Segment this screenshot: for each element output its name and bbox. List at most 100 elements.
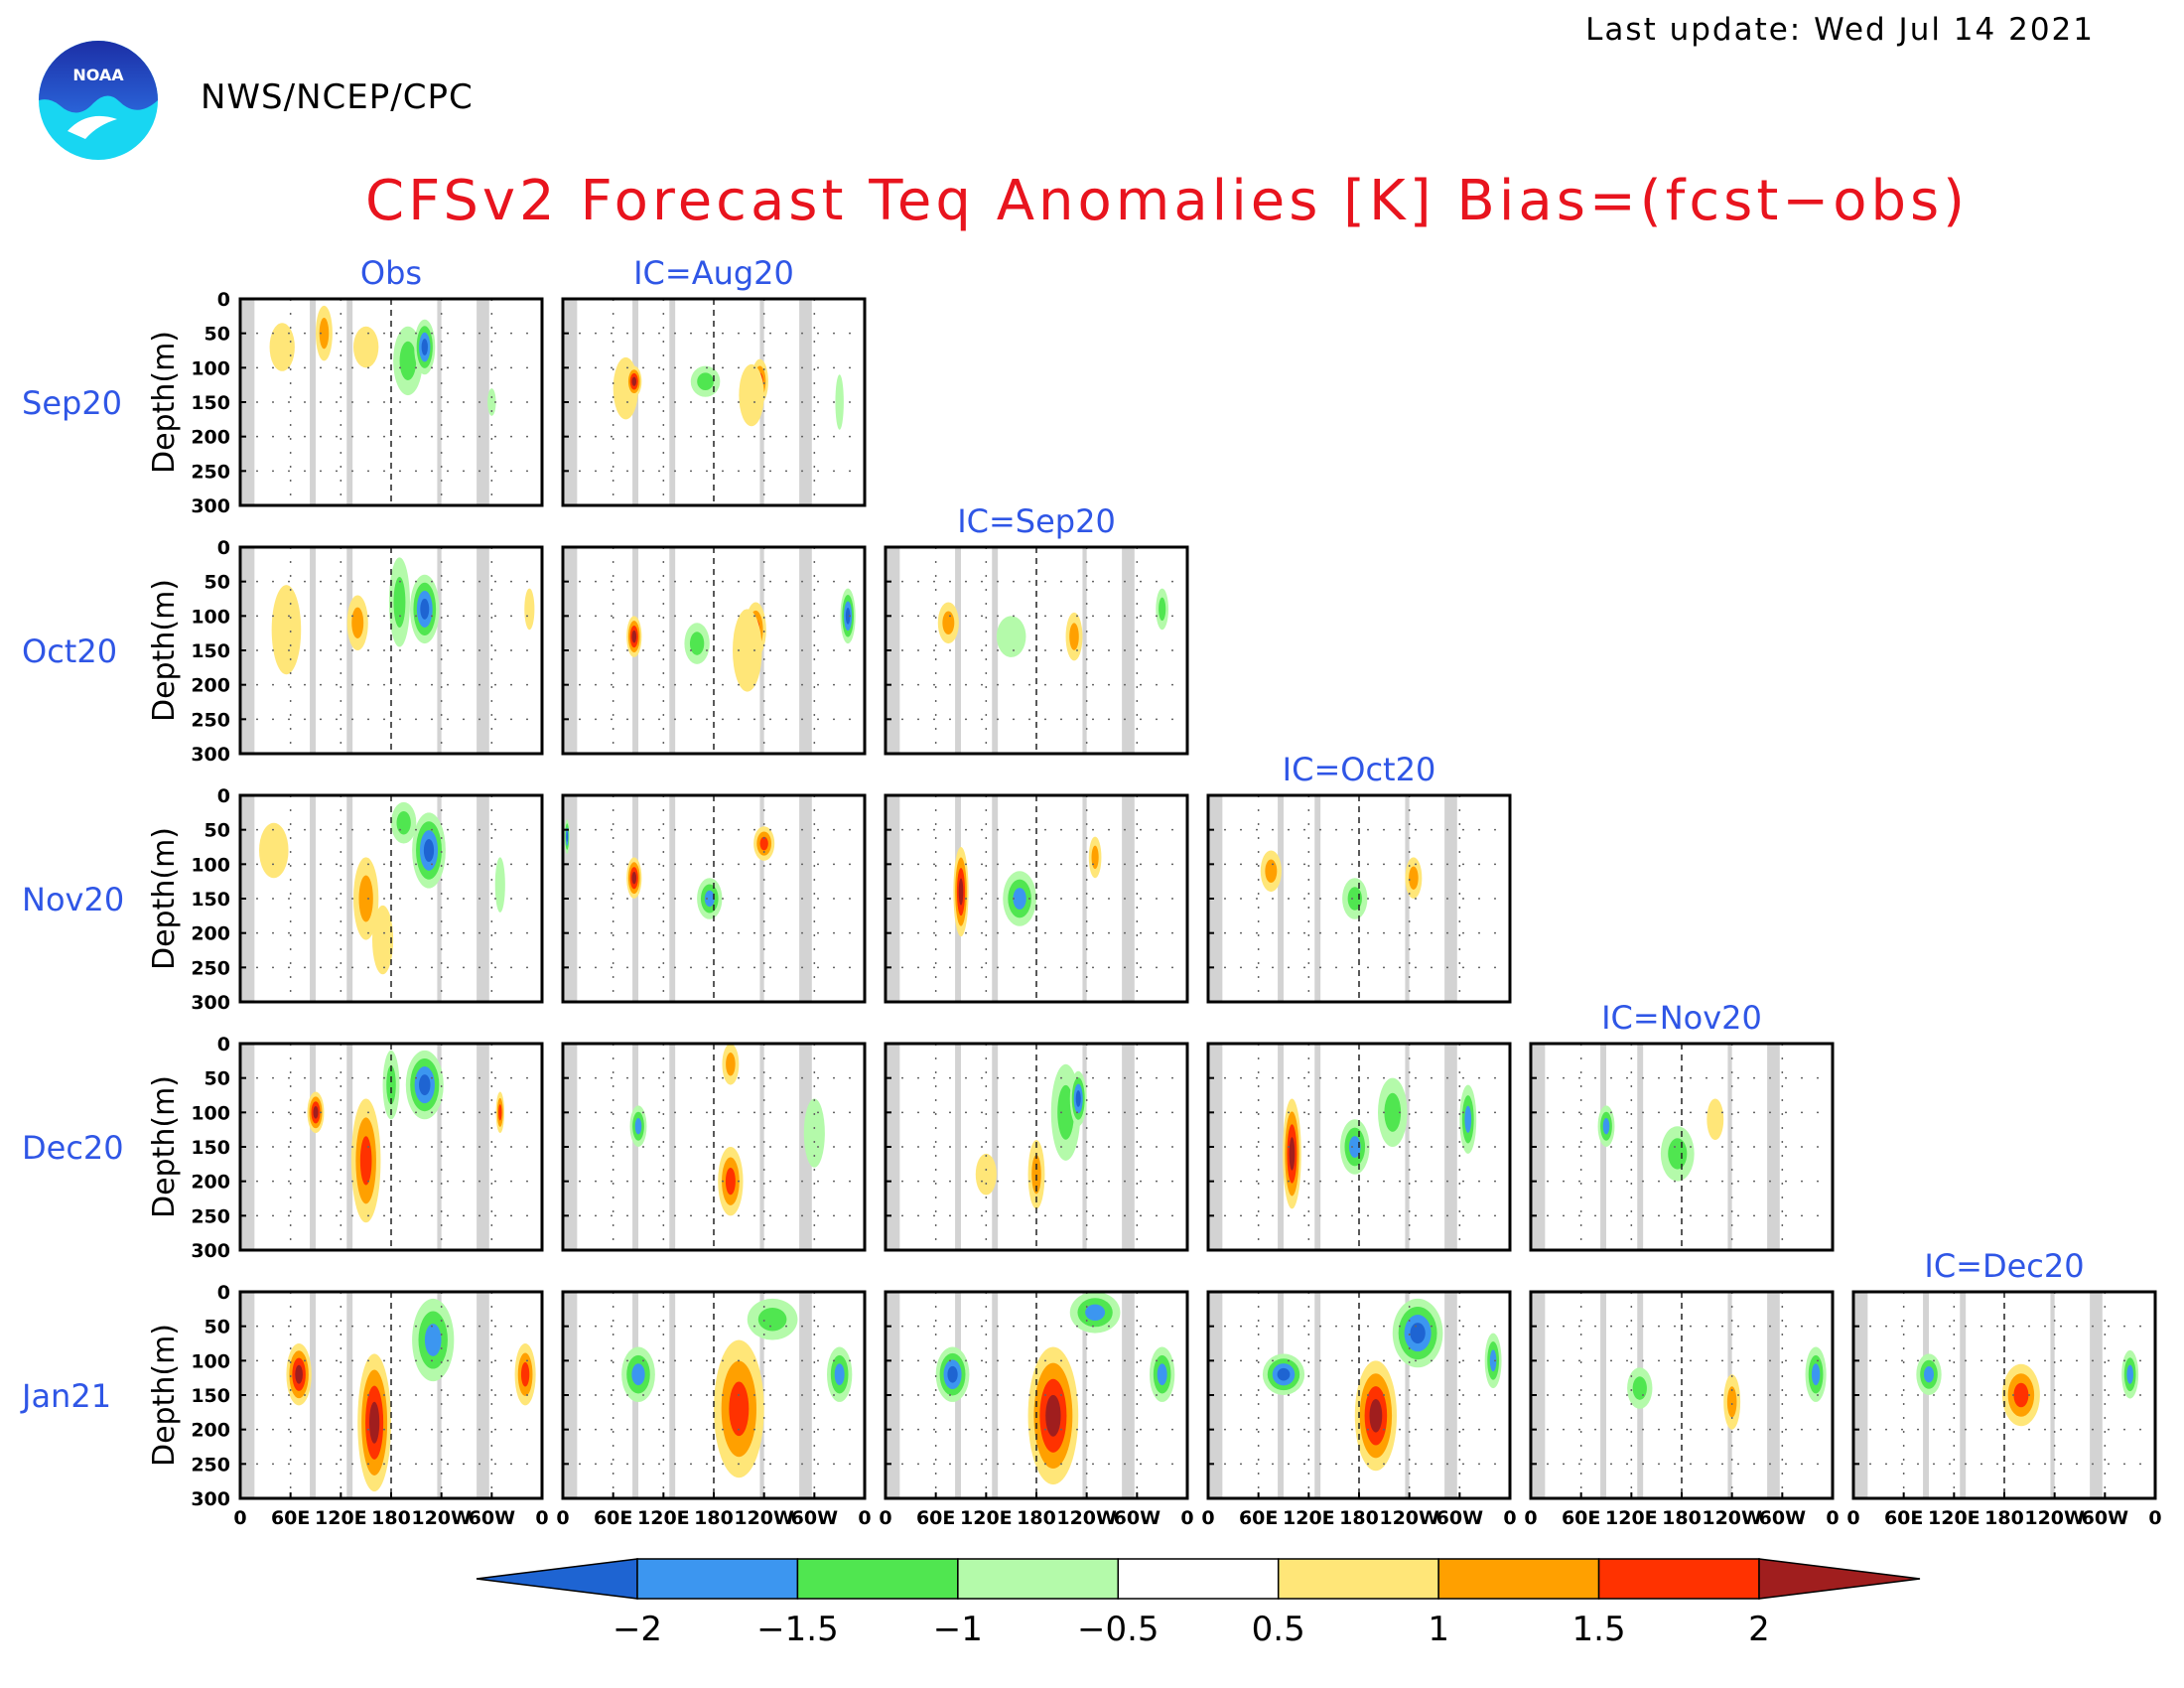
y-tick-label: 100: [191, 606, 230, 628]
anomaly-contour: [494, 857, 505, 913]
y-tick-label: 300: [191, 1488, 230, 1510]
panel-jan21-3: [1206, 1290, 1512, 1500]
y-tick-label: 250: [191, 1205, 230, 1227]
noaa-emblem: NOAA: [39, 41, 158, 160]
anomaly-contour: [958, 878, 964, 906]
land-mask: [1278, 1044, 1284, 1250]
anomaly-contour: [498, 1104, 502, 1121]
y-tick-label: 300: [191, 992, 230, 1014]
land-mask: [564, 1292, 578, 1498]
y-tick-label: 150: [191, 640, 230, 662]
x-tick-label: 120E: [1283, 1507, 1335, 1529]
agency-label: NWS/NCEP/CPC: [201, 77, 474, 117]
colorbar-tick-label: 0.5: [1252, 1610, 1305, 1649]
chart-title: CFSv2 Forecast Teq Anomalies [K] Bias=(f…: [365, 169, 1970, 233]
x-tick-label: 60E: [594, 1507, 632, 1529]
anomaly-contour: [1668, 1138, 1688, 1170]
panel-sep20-0: [238, 297, 544, 507]
colorbar-tick-label: −2: [613, 1610, 662, 1649]
anomaly-contour: [1069, 623, 1079, 650]
x-tick-label: 180: [694, 1507, 734, 1529]
land-mask: [1082, 795, 1087, 1002]
y-tick-label: 100: [191, 1350, 230, 1372]
anomaly-contour: [697, 372, 714, 391]
land-mask: [1727, 1044, 1732, 1250]
land-mask: [669, 299, 676, 505]
panel-jan21-2: [884, 1290, 1189, 1500]
anomaly-contour: [393, 576, 406, 628]
x-tick-label: 60E: [1884, 1507, 1923, 1529]
land-mask: [632, 1044, 638, 1250]
anomaly-contour: [1726, 1386, 1737, 1418]
last-update: Last update: Wed Jul 14 2021: [1585, 12, 2095, 48]
x-tick-label: 0: [1826, 1507, 1839, 1529]
land-mask: [1600, 1292, 1606, 1498]
anomaly-contour: [1489, 1349, 1497, 1372]
anomaly-contour: [1409, 866, 1419, 890]
x-tick-label: 120W: [734, 1507, 794, 1529]
colorbar-tick-label: 1: [1428, 1610, 1449, 1649]
anomaly-contour: [1277, 1367, 1291, 1381]
logo-text: NOAA: [72, 66, 124, 84]
land-mask: [887, 1044, 900, 1250]
y-tick-label: 200: [191, 675, 230, 697]
land-mask: [310, 1044, 316, 1250]
y-tick-label: 200: [191, 1420, 230, 1442]
y-tick-label: 300: [191, 744, 230, 766]
column-title: IC=Dec20: [1924, 1247, 2084, 1285]
y-tick-label: 100: [191, 357, 230, 379]
land-mask: [1405, 1044, 1410, 1250]
panel-nov20-2: [884, 793, 1189, 1004]
anomaly-contour: [386, 1065, 396, 1105]
anomaly-contour: [2013, 1382, 2029, 1408]
colorbar-swatch: [796, 1558, 959, 1600]
land-mask: [477, 547, 489, 754]
x-tick-label: 180: [1662, 1507, 1702, 1529]
land-mask: [1122, 795, 1135, 1002]
x-tick-label: 180: [1984, 1507, 2024, 1529]
land-mask: [564, 547, 578, 754]
y-axis-label: Depth(m): [147, 331, 182, 474]
anomaly-contour: [1091, 845, 1099, 870]
land-mask: [477, 299, 489, 505]
land-mask: [437, 1044, 442, 1250]
land-mask: [1444, 795, 1457, 1002]
colorbar-tick-label: 1.5: [1572, 1610, 1626, 1649]
row-label-dec20: Dec20: [22, 1129, 124, 1167]
anomaly-contour: [634, 1118, 642, 1135]
land-mask: [1405, 795, 1410, 1002]
anomaly-contour: [729, 1381, 750, 1437]
land-mask: [1405, 1292, 1410, 1498]
x-tick-label: 0: [1524, 1507, 1537, 1529]
land-mask: [346, 299, 353, 505]
x-tick-label: 0: [1180, 1507, 1193, 1529]
x-tick-label: 0: [233, 1507, 246, 1529]
y-tick-label: 200: [191, 1172, 230, 1194]
anomaly-contour: [271, 585, 302, 675]
anomaly-contour: [726, 1053, 736, 1076]
land-mask: [992, 1292, 999, 1498]
x-tick-label: 60E: [916, 1507, 955, 1529]
anomaly-contour: [1706, 1098, 1724, 1141]
anomaly-contour: [947, 1365, 958, 1383]
land-mask: [669, 795, 676, 1002]
x-tick-label: 0: [1846, 1507, 1859, 1529]
y-tick-label: 150: [191, 1385, 230, 1407]
anomaly-contour: [353, 326, 379, 368]
anomaly-contour: [1031, 1155, 1041, 1195]
land-mask: [241, 299, 255, 505]
land-mask: [437, 795, 442, 1002]
y-tick-label: 0: [217, 785, 230, 807]
x-tick-label: 120W: [1702, 1507, 1762, 1529]
panel-jan21-5: [1851, 1290, 2157, 1500]
land-mask: [1122, 1044, 1135, 1250]
x-tick-label: 60E: [1239, 1507, 1278, 1529]
x-tick-label: 0: [1201, 1507, 1214, 1529]
land-mask: [346, 547, 353, 754]
land-mask: [632, 795, 638, 1002]
anomaly-contour: [689, 632, 705, 655]
panel-dec20-4: [1529, 1042, 1835, 1252]
land-mask: [477, 1292, 489, 1498]
anomaly-contour: [1265, 859, 1278, 884]
noaa-logo: NOAA: [38, 40, 159, 161]
